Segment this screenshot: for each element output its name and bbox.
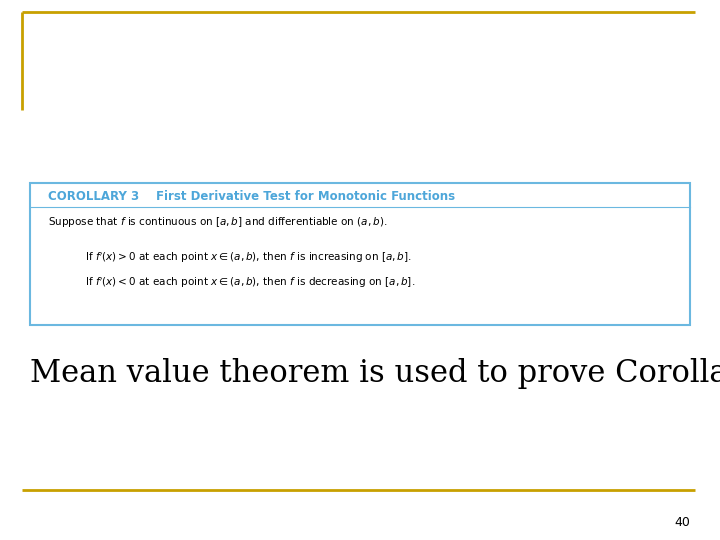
Text: If $f'(x) < 0$ at each point $x \in (a, b)$, then $f$ is decreasing on $[a, b]$.: If $f'(x) < 0$ at each point $x \in (a, …	[85, 276, 415, 290]
Text: 40: 40	[674, 516, 690, 529]
Text: COROLLARY 3: COROLLARY 3	[48, 191, 139, 204]
Text: Mean value theorem is used to prove Corollary 3: Mean value theorem is used to prove Coro…	[30, 358, 720, 389]
Text: If $f'(x) > 0$ at each point $x \in (a, b)$, then $f$ is increasing on $[a, b]$.: If $f'(x) > 0$ at each point $x \in (a, …	[85, 251, 412, 265]
Text: First Derivative Test for Monotonic Functions: First Derivative Test for Monotonic Func…	[156, 191, 455, 204]
FancyBboxPatch shape	[30, 183, 690, 325]
Text: Suppose that $f$ is continuous on $[a, b]$ and differentiable on $(a, b)$.: Suppose that $f$ is continuous on $[a, b…	[48, 215, 387, 229]
